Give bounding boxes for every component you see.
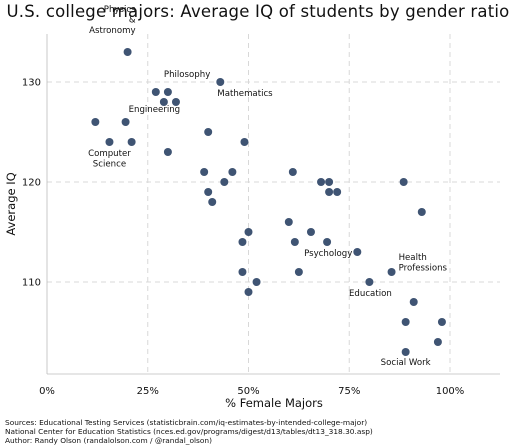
scatter-point: [353, 248, 362, 256]
scatter-point: [171, 98, 180, 106]
point-annotation: Physics & Astronomy: [89, 5, 136, 36]
scatter-point: [433, 338, 442, 346]
scatter-point: [123, 48, 132, 56]
scatter-point: [240, 138, 249, 146]
scatter-point: [91, 118, 100, 126]
scatter-point: [288, 168, 297, 176]
scatter-point: [216, 78, 225, 86]
point-annotation: Computer Science: [88, 149, 131, 170]
scatter-point: [127, 138, 136, 146]
grid-lines: [47, 34, 500, 374]
scatter-point: [163, 148, 172, 156]
scatter-point: [238, 238, 247, 246]
tick-labels: 0% 25% 50% 75% 100% 110 120 130: [22, 78, 464, 398]
point-annotation: Engineering: [129, 105, 181, 115]
point-annotation: Education: [349, 289, 392, 299]
scatter-point: [121, 118, 130, 126]
point-annotation: Mathematics: [217, 89, 273, 99]
scatter-point: [333, 188, 342, 196]
x-tick-label: 75%: [338, 386, 360, 397]
scatter-point: [244, 288, 253, 296]
scatter-point: [200, 168, 209, 176]
scatter-point: [220, 178, 229, 186]
data-points: [91, 48, 446, 356]
x-tick-label: 25%: [137, 386, 159, 397]
author-line: Author: Randy Olson (randalolson.com / @…: [5, 436, 212, 445]
scatter-point: [159, 98, 168, 106]
scatter-point: [399, 178, 408, 186]
x-tick-label: 100%: [436, 386, 465, 397]
point-annotation: Philosophy: [164, 70, 210, 80]
scatter-point: [401, 318, 410, 326]
scatter-point: [105, 138, 114, 146]
axes: [46, 34, 500, 375]
x-tick-label: 0%: [39, 386, 55, 397]
scatter-point: [244, 228, 253, 236]
chart-title: U.S. college majors: Average IQ of stude…: [6, 2, 510, 21]
scatter-point: [204, 188, 213, 196]
scatter-point: [208, 198, 217, 206]
y-axis-label: Average IQ: [4, 172, 18, 235]
scatter-point: [252, 278, 261, 286]
scatter-point: [401, 348, 410, 356]
scatter-point: [290, 238, 299, 246]
scatter-point: [417, 208, 426, 216]
point-annotation: Psychology: [304, 249, 352, 259]
scatter-point: [151, 88, 160, 96]
source-line-1: Sources: Educational Testing Services (s…: [5, 418, 368, 427]
y-tick-label: 130: [22, 78, 41, 89]
scatter-point: [325, 178, 334, 186]
scatter-point: [284, 218, 293, 226]
scatter-point: [228, 168, 237, 176]
annotations: Physics & Astronomy Philosophy Mathematics En…: [88, 5, 447, 368]
scatter-point: [325, 188, 334, 196]
point-annotation: Social Work: [381, 358, 431, 368]
scatter-point: [387, 268, 396, 276]
scatter-point: [365, 278, 374, 286]
y-tick-label: 110: [22, 278, 41, 289]
point-annotation: Health Professions: [399, 253, 448, 274]
x-axis-label: % Female Majors: [225, 396, 323, 410]
scatter-point: [204, 128, 213, 136]
scatter-point: [437, 318, 446, 326]
scatter-point: [238, 268, 247, 276]
scatter-point: [306, 228, 315, 236]
scatter-point: [409, 298, 418, 306]
y-tick-label: 120: [22, 178, 41, 189]
x-tick-label: 50%: [237, 386, 259, 397]
scatter-point: [317, 178, 326, 186]
scatter-point: [163, 88, 172, 96]
source-line-2: National Center for Education Statistics…: [5, 427, 373, 436]
scatter-point: [323, 238, 332, 246]
scatter-point: [294, 268, 303, 276]
